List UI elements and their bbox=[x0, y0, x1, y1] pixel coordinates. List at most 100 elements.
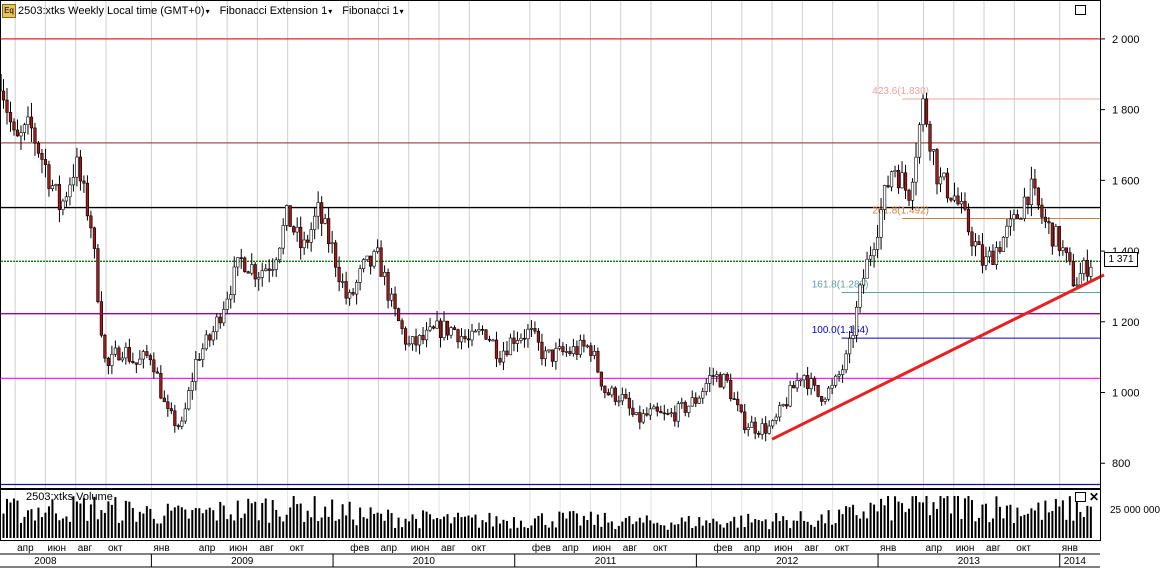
volume-bar bbox=[680, 517, 683, 538]
maximize-icon[interactable] bbox=[1075, 5, 1086, 15]
candle-body bbox=[917, 124, 922, 158]
candle-body bbox=[977, 241, 981, 245]
candle-body bbox=[928, 123, 932, 152]
volume-bar bbox=[537, 515, 540, 538]
candle-body bbox=[610, 387, 614, 396]
volume-bar bbox=[1089, 506, 1092, 538]
volume-bar bbox=[121, 520, 124, 538]
candle-body bbox=[949, 197, 953, 201]
candle-body bbox=[124, 347, 128, 359]
fibonacci-extension-menu[interactable]: Fibonacci Extension 1 ▾ bbox=[220, 5, 333, 17]
candle-body bbox=[659, 411, 663, 414]
volume-bar bbox=[373, 513, 376, 538]
volume-bar bbox=[138, 511, 141, 538]
x-tick-label: июн bbox=[774, 543, 793, 554]
volume-bar bbox=[841, 514, 844, 538]
volume-bar bbox=[12, 498, 15, 538]
candle-body bbox=[449, 327, 453, 336]
candle-body bbox=[208, 334, 212, 341]
volume-bar bbox=[705, 520, 708, 538]
volume-bar bbox=[645, 515, 648, 538]
chart-header: Eq 2503:xtks Weekly Local time (GMT+0) ▾… bbox=[2, 3, 404, 19]
trendline bbox=[771, 273, 1105, 441]
x-tick-label: июн bbox=[229, 543, 248, 554]
candle-body bbox=[1008, 218, 1013, 227]
candle-body bbox=[980, 244, 985, 266]
volume-panel-title: 2503:xtks Volume bbox=[26, 491, 113, 503]
candle-body bbox=[36, 142, 41, 154]
y-tick-label: 1 800 bbox=[1112, 105, 1140, 117]
candle-body bbox=[253, 264, 257, 280]
candle-body bbox=[246, 271, 250, 274]
volume-bar bbox=[624, 517, 627, 538]
volume-bar bbox=[271, 500, 274, 538]
close-icon[interactable]: ✕ bbox=[1089, 490, 1100, 504]
candle-body bbox=[820, 396, 824, 402]
candle-body bbox=[613, 387, 617, 402]
candle-body bbox=[543, 350, 548, 360]
candle-body bbox=[938, 176, 943, 185]
volume-bar bbox=[5, 498, 8, 538]
chevron-down-icon: ▾ bbox=[328, 6, 333, 16]
volume-bar bbox=[135, 521, 138, 538]
candle-body bbox=[382, 272, 387, 277]
volume-bar bbox=[110, 504, 113, 538]
candle-body bbox=[372, 251, 376, 267]
candle-body bbox=[299, 226, 303, 249]
candle-body bbox=[935, 149, 939, 185]
candle-body bbox=[15, 129, 20, 137]
volume-axis-label: 25 000 000 bbox=[1110, 505, 1160, 516]
candle-body bbox=[921, 98, 925, 126]
fibonacci-menu[interactable]: Fibonacci 1 ▾ bbox=[342, 5, 403, 17]
candle-body bbox=[1078, 273, 1082, 286]
volume-bar bbox=[827, 510, 830, 538]
volume-bar bbox=[635, 521, 638, 538]
candle-body bbox=[369, 255, 373, 267]
candle-body bbox=[355, 282, 359, 295]
candle-body bbox=[771, 420, 775, 427]
volume-bar bbox=[894, 496, 897, 538]
candle-body bbox=[774, 416, 778, 421]
volume-bar bbox=[589, 511, 592, 538]
volume-bar bbox=[866, 518, 869, 538]
volume-bar bbox=[243, 513, 246, 538]
candle-body bbox=[431, 326, 436, 329]
volume-bar bbox=[380, 513, 383, 538]
candle-body bbox=[736, 398, 740, 406]
candle-body bbox=[218, 316, 222, 324]
candle-body bbox=[64, 196, 69, 202]
volume-bar bbox=[782, 516, 785, 538]
volume-bar bbox=[995, 496, 998, 538]
candle-body bbox=[341, 281, 345, 283]
volume-bar bbox=[100, 510, 103, 538]
fibonacci-level-label: 161.8(1.283) bbox=[812, 279, 869, 290]
candle-body bbox=[43, 159, 48, 165]
instrument-menu[interactable]: Eq 2503:xtks Weekly Local time (GMT+0) ▾ bbox=[2, 4, 210, 18]
volume-bar bbox=[117, 522, 120, 538]
candle-body bbox=[638, 412, 642, 423]
maximize-volume-icon[interactable] bbox=[1075, 492, 1086, 502]
volume-bar bbox=[603, 512, 606, 538]
candle-body bbox=[823, 398, 827, 402]
candle-body bbox=[827, 387, 831, 400]
candle-body bbox=[131, 360, 135, 364]
x-tick-label: окт bbox=[108, 543, 123, 554]
candle-body bbox=[302, 239, 306, 249]
volume-bar bbox=[722, 527, 725, 538]
volume-bar bbox=[254, 501, 257, 538]
volume-bar bbox=[89, 504, 92, 538]
candle-body bbox=[624, 394, 628, 399]
candle-body bbox=[358, 268, 362, 283]
volume-bar bbox=[848, 507, 851, 538]
candle-body bbox=[501, 350, 506, 363]
x-tick-label: авг bbox=[78, 543, 93, 554]
candle-body bbox=[889, 171, 894, 188]
candle-body bbox=[764, 423, 768, 434]
volume-bar bbox=[47, 506, 50, 538]
volume-bar bbox=[796, 520, 799, 538]
candle-body bbox=[554, 348, 558, 362]
chevron-down-icon: ▾ bbox=[205, 6, 210, 16]
candle-body bbox=[956, 195, 960, 205]
candle-body bbox=[197, 359, 201, 361]
candle-body bbox=[662, 412, 666, 415]
